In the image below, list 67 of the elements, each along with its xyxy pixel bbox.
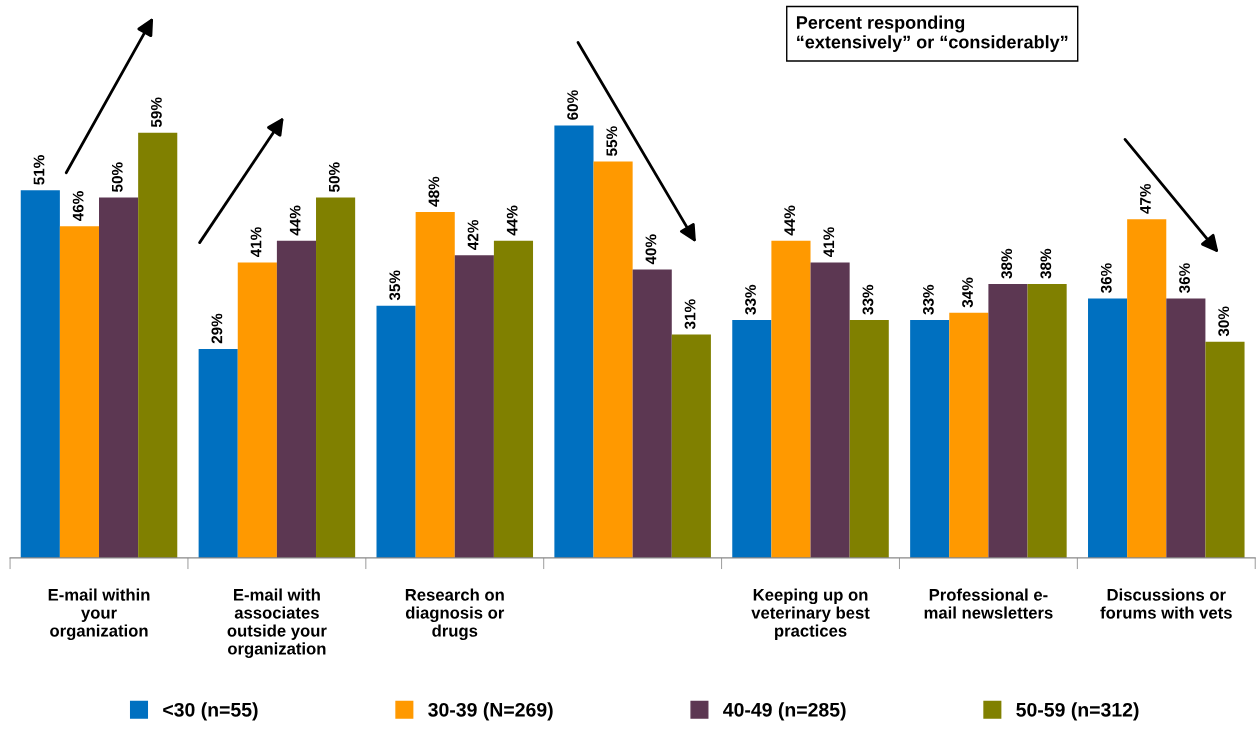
bar [198, 348, 238, 558]
data-label: 50% [328, 162, 340, 192]
legend-label: 30-39 (N=269) [428, 702, 553, 721]
data-label: 60% [567, 90, 579, 120]
data-label: 30% [1218, 306, 1230, 337]
data-label: 41% [250, 227, 262, 258]
bar [810, 262, 850, 558]
x-tick-label: E-mail within your organization [48, 588, 150, 640]
bar [593, 161, 633, 558]
bar [771, 240, 811, 558]
bar [99, 197, 139, 558]
data-label: 44% [784, 205, 796, 236]
data-label: 36% [1100, 263, 1112, 294]
bar [415, 211, 455, 558]
legend-label: 50-59 (n=312) [1016, 702, 1139, 721]
data-label: 48% [428, 176, 440, 207]
bar [276, 240, 317, 558]
data-label: 47% [1140, 183, 1151, 214]
x-tick-label: Keeping up on veterinary best practices [751, 588, 870, 640]
bar [376, 305, 416, 558]
data-label: 50% [111, 162, 123, 192]
data-label: 33% [922, 284, 934, 315]
bar [671, 334, 711, 558]
legend-label: <30 (n=55) [163, 702, 258, 721]
bar [454, 255, 494, 558]
bar [316, 197, 356, 558]
data-label: 35% [389, 270, 401, 301]
data-label: 34% [962, 277, 973, 308]
data-label: 42% [467, 219, 479, 250]
bar [732, 320, 772, 558]
bar [1027, 284, 1067, 558]
bar [493, 240, 534, 558]
x-tick-label: E-mail with associates outside your organization [227, 588, 327, 658]
bar [949, 312, 989, 558]
data-label: 44% [506, 205, 518, 236]
legend-label: 40-49 (n=285) [723, 702, 846, 721]
text: Percent responding “extensively” or “considerably” [796, 15, 1068, 52]
data-label: 55% [606, 126, 618, 156]
data-label: 31% [684, 299, 696, 330]
x-tick-label: Discussions or forums with vets [1100, 588, 1232, 619]
data-label: 33% [745, 284, 756, 315]
bar [910, 320, 950, 558]
data-label: 46% [72, 191, 84, 222]
bar [1127, 219, 1167, 558]
bar [237, 262, 277, 558]
data-label: 59% [150, 97, 162, 128]
bar [138, 132, 178, 558]
bar [1166, 298, 1206, 558]
data-label: 33% [862, 284, 874, 315]
data-label: 41% [823, 227, 835, 258]
bar [59, 226, 100, 558]
data-label: 38% [1001, 248, 1013, 279]
bar [554, 125, 594, 558]
x-tick-label: Professional e- mail newsletters [924, 588, 1053, 619]
data-label: 38% [1040, 248, 1052, 279]
bar [988, 284, 1028, 558]
bar [20, 190, 60, 558]
bar [1088, 298, 1128, 558]
bar [849, 320, 889, 558]
bar [632, 269, 672, 558]
data-label: 51% [33, 155, 45, 185]
data-label: 40% [645, 234, 657, 265]
data-label: 29% [211, 313, 223, 344]
data-label: 36% [1179, 263, 1190, 294]
data-label: 44% [289, 205, 301, 236]
x-tick-label: Research on diagnosis or drugs [405, 588, 505, 641]
bar [1205, 341, 1245, 558]
